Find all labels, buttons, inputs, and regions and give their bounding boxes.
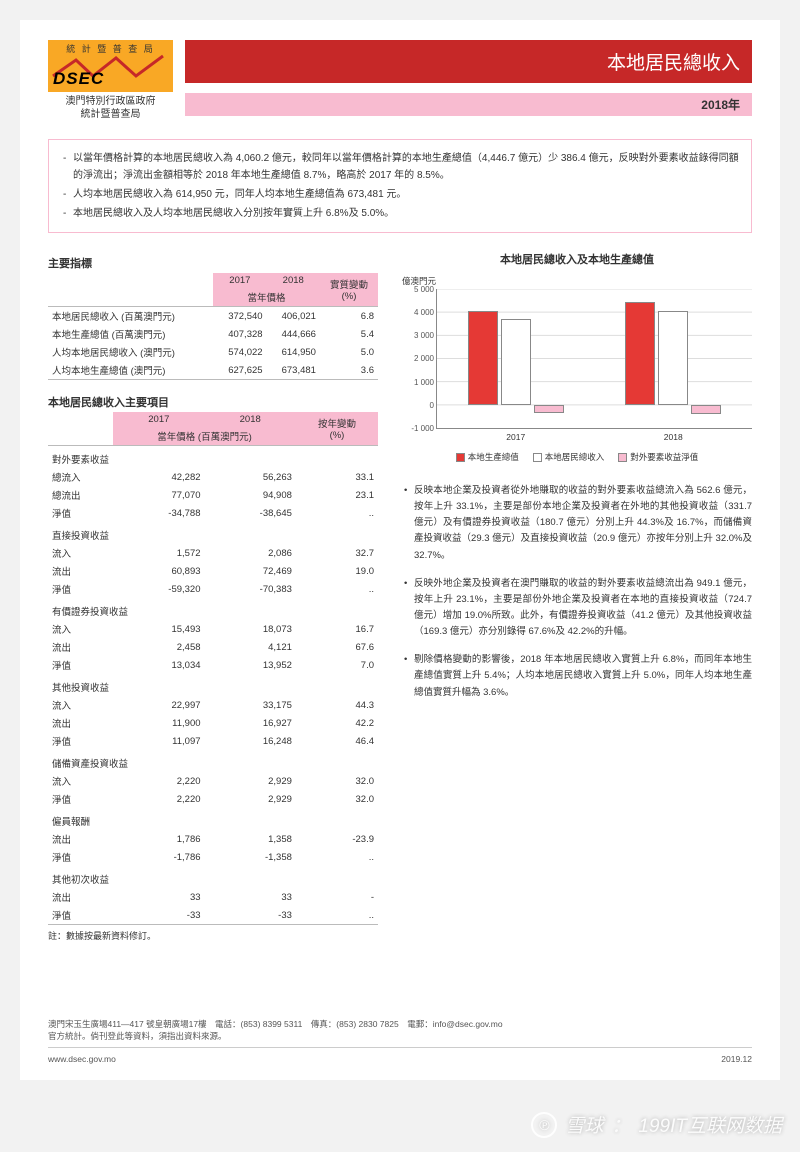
bar xyxy=(501,319,531,405)
analysis-bullets: 反映本地企業及投資者從外地賺取的收益的對外要素收益總流入為 562.6 億元，按… xyxy=(402,483,752,701)
bar xyxy=(534,405,564,413)
main-columns: 主要指標 2017 2018 實質變動 (%) 當年價格本地居民總收入 (百萬澳… xyxy=(48,251,752,942)
footer-contact: 澳門宋玉生廣場411—417 號皇朝廣場17樓 電話：(853) 8399 53… xyxy=(48,1019,752,1048)
bar xyxy=(691,405,721,414)
legend-swatch-icon xyxy=(618,453,627,462)
y-ticks: 5 0004 0003 0002 0001 0000-1 000 xyxy=(402,285,434,433)
analysis-item: 剔除價格變動的影響後，2018 年本地居民總收入實質上升 6.8%，而同年本地生… xyxy=(402,652,752,700)
summary-item: 人均本地居民總收入為 614,950 元，同年人均本地生產總值為 673,481… xyxy=(61,186,739,203)
components-table: 2017 2018 按年變動 (%) 當年價格 (百萬澳門元)對外要素收益總流入… xyxy=(48,412,378,925)
page-title: 本地居民總收入 xyxy=(185,40,752,83)
left-column: 主要指標 2017 2018 實質變動 (%) 當年價格本地居民總收入 (百萬澳… xyxy=(48,251,378,942)
title-block: 本地居民總收入 2018年 xyxy=(185,40,752,116)
x-tick-label: 2017 xyxy=(437,432,595,442)
footer-date: 2019.12 xyxy=(721,1054,752,1066)
analysis-item: 反映本地企業及投資者從外地賺取的收益的對外要素收益總流入為 562.6 億元，按… xyxy=(402,483,752,564)
header: 統 計 暨 普 查 局 DSEC 澳門特別行政區政府 統計暨普查局 本地居民總收… xyxy=(48,40,752,121)
summary-box: 以當年價格計算的本地居民總收入為 4,060.2 億元，較同年以當年價格計算的本… xyxy=(48,139,752,233)
page: 統 計 暨 普 查 局 DSEC 澳門特別行政區政府 統計暨普查局 本地居民總收… xyxy=(20,20,780,1080)
legend-item: 對外要素收益淨值 xyxy=(618,451,698,463)
analysis-item: 反映外地企業及投資者在澳門賺取的收益的對外要素收益總流出為 949.1 億元，按… xyxy=(402,576,752,641)
table2-note: 註：數據按最新資料修訂。 xyxy=(48,929,378,942)
summary-item: 本地居民總收入及人均本地居民總收入分別按年實質上升 6.8%及 5.0%。 xyxy=(61,205,739,222)
x-tick-label: 2018 xyxy=(595,432,753,442)
page-footer: 澳門宋玉生廣場411—417 號皇朝廣場17樓 電話：(853) 8399 53… xyxy=(48,1019,752,1066)
right-column: 本地居民總收入及本地生產總值 億澳門元 5 0004 0003 0002 000… xyxy=(402,251,752,942)
legend-swatch-icon xyxy=(456,453,465,462)
table2-title: 本地居民總收入主要項目 xyxy=(48,394,378,410)
org-name: 澳門特別行政區政府 統計暨普查局 xyxy=(48,95,173,121)
bar-group: 2018 xyxy=(595,289,753,428)
chart-title: 本地居民總收入及本地生產總值 xyxy=(402,251,752,267)
table1-title: 主要指標 xyxy=(48,255,378,271)
year-label: 2018年 xyxy=(185,93,752,116)
chart-legend: 本地生產總值 本地居民總收入 對外要素收益淨值 xyxy=(402,451,752,463)
bar-chart: 億澳門元 5 0004 0003 0002 0001 0000-1 000 xyxy=(402,275,752,463)
legend-item: 本地居民總收入 xyxy=(533,451,605,463)
logo-block: 統 計 暨 普 查 局 DSEC 澳門特別行政區政府 統計暨普查局 xyxy=(48,40,173,121)
footer-bottom: www.dsec.gov.mo 2019.12 xyxy=(48,1054,752,1066)
bar xyxy=(658,311,688,405)
footer-website: www.dsec.gov.mo xyxy=(48,1054,116,1066)
legend-item: 本地生產總值 xyxy=(456,451,519,463)
key-indicators-table: 2017 2018 實質變動 (%) 當年價格本地居民總收入 (百萬澳門元)37… xyxy=(48,273,378,380)
legend-swatch-icon xyxy=(533,453,542,462)
summary-item: 以當年價格計算的本地居民總收入為 4,060.2 億元，較同年以當年價格計算的本… xyxy=(61,150,739,184)
bar-group: 2017 xyxy=(437,289,595,428)
dsec-logo: 統 計 暨 普 查 局 DSEC xyxy=(48,40,173,92)
y-axis-label: 億澳門元 xyxy=(402,275,752,287)
plot-area: 20172018 xyxy=(437,289,752,429)
logo-dsec-text: DSEC xyxy=(53,69,104,89)
logo-top-text: 統 計 暨 普 查 局 xyxy=(48,40,173,55)
watermark-icon: ℗ xyxy=(531,1112,557,1138)
watermark: ℗ 雪球 ： 199IT互联网数据 xyxy=(531,1111,782,1138)
bar xyxy=(468,311,498,405)
bar xyxy=(625,302,655,405)
